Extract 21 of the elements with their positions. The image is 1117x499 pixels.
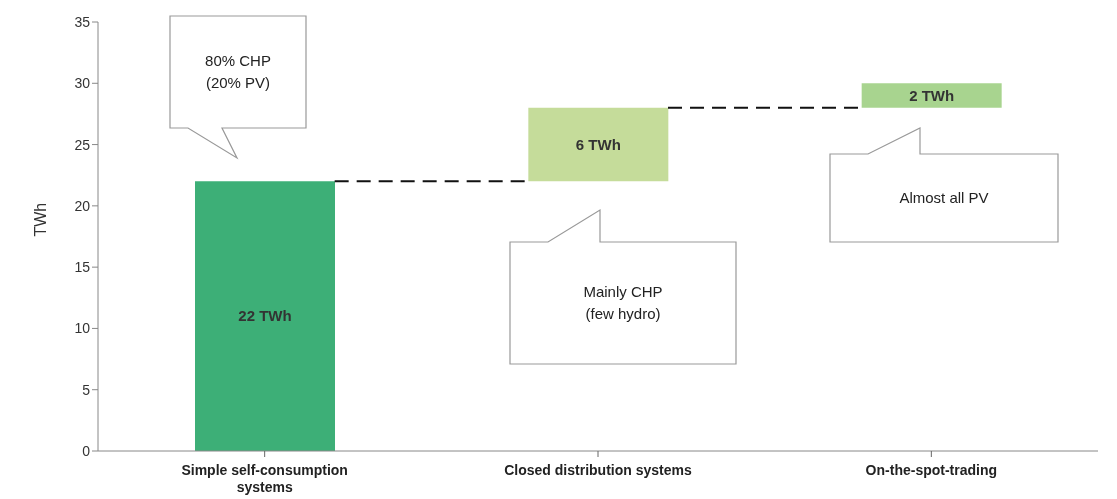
bar [528, 107, 669, 182]
bar [861, 83, 1002, 108]
y-tick-label: 5 [82, 381, 91, 398]
data-label: 6 TWh [575, 135, 621, 153]
y-axis-title: TWh [31, 202, 49, 237]
y-tick-label: 25 [74, 136, 91, 153]
y-tick-label: 35 [74, 13, 91, 30]
y-tick-label: 10 [74, 320, 91, 337]
y-tick-label: 20 [74, 197, 91, 214]
annotation: Mainly CHP (few hydro) [582, 282, 664, 324]
annotation: Almost all PV [899, 188, 989, 208]
x-tick-label: Simple self-consumption systems [181, 462, 348, 495]
y-tick-label: 0 [82, 442, 91, 459]
y-tick-label: 30 [74, 75, 91, 92]
data-label: 2 TWh [909, 86, 955, 104]
data-label: 22 TWh [238, 307, 292, 325]
x-tick-label: On-the-spot-trading [865, 462, 998, 478]
x-tick-label: Closed distribution systems [504, 462, 692, 478]
y-tick-label: 15 [74, 259, 91, 276]
bar [195, 181, 335, 451]
annotation: 80% CHP (20% PV) [204, 51, 272, 93]
